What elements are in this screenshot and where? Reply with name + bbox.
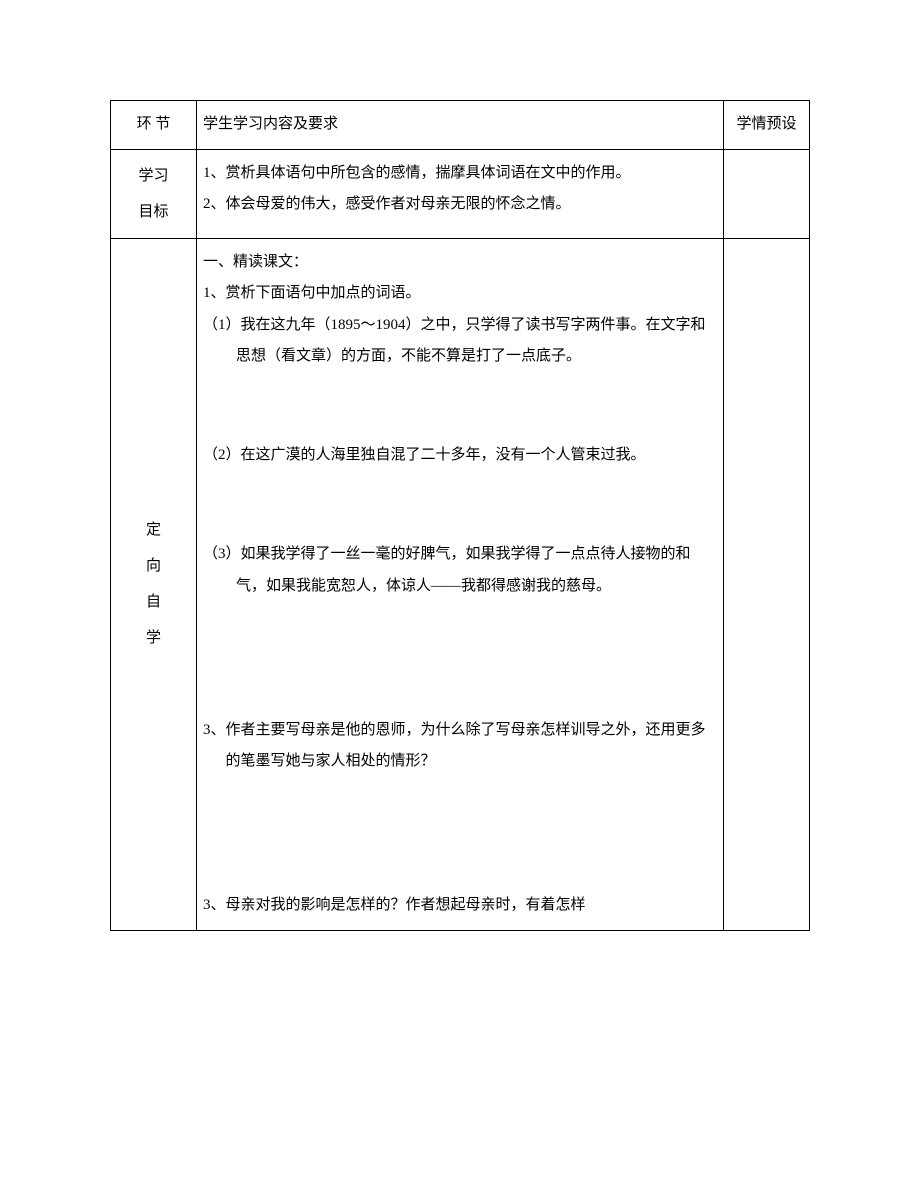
objectives-label: 学习 目标 xyxy=(117,158,190,230)
header-col2: 学生学习内容及要求 xyxy=(197,101,724,150)
spacer xyxy=(203,373,717,441)
header-col2-text: 学生学习内容及要求 xyxy=(203,116,338,132)
objectives-label-1: 学习 xyxy=(138,158,168,194)
spacer xyxy=(203,778,717,891)
selfstudy-preset-cell xyxy=(724,238,810,930)
header-col1: 环 节 xyxy=(111,101,197,150)
selfstudy-row: 定 向 自 学 一、精读课文： 1、赏析下面语句中加点的词语。 （1）我在这九年… xyxy=(111,238,810,930)
objective-1: 1、赏析具体语句中所包含的感情，揣摩具体词语在文中的作用。 xyxy=(203,158,717,190)
selfstudy-content-cell: 一、精读课文： 1、赏析下面语句中加点的词语。 （1）我在这九年（1895～19… xyxy=(197,238,724,930)
question-1a: （1）我在这九年（1895～1904）之中，只学得了读书写字两件事。在文字和思想… xyxy=(203,310,717,373)
header-col3-text: 学情预设 xyxy=(736,116,796,132)
objectives-preset-cell xyxy=(724,149,810,238)
header-col1-text: 环 节 xyxy=(137,116,171,132)
lesson-table: 环 节 学生学习内容及要求 学情预设 学习 目标 1、赏析具体语句中所包含的感情… xyxy=(110,100,810,931)
selfstudy-label-4: 学 xyxy=(146,620,161,656)
selfstudy-label: 定 向 自 学 xyxy=(117,512,190,656)
spacer xyxy=(203,602,717,715)
header-col3: 学情预设 xyxy=(724,101,810,150)
question-1b: （2）在这广漠的人海里独自混了二十多年，没有一个人管束过我。 xyxy=(203,440,717,472)
objectives-label-cell: 学习 目标 xyxy=(111,149,197,238)
question-3b: 3、母亲对我的影响是怎样的？作者想起母亲时，有着怎样 xyxy=(203,890,717,922)
selfstudy-label-3: 自 xyxy=(146,584,161,620)
selfstudy-label-cell: 定 向 自 学 xyxy=(111,238,197,930)
header-row: 环 节 学生学习内容及要求 学情预设 xyxy=(111,101,810,150)
section1-title: 一、精读课文： xyxy=(203,247,717,279)
objectives-label-2: 目标 xyxy=(138,194,168,230)
spacer xyxy=(203,472,717,540)
objectives-content: 1、赏析具体语句中所包含的感情，揣摩具体词语在文中的作用。 2、体会母爱的伟大，… xyxy=(203,158,717,221)
selfstudy-label-1: 定 xyxy=(146,512,161,548)
question-1: 1、赏析下面语句中加点的词语。 xyxy=(203,278,717,310)
objectives-content-cell: 1、赏析具体语句中所包含的感情，揣摩具体词语在文中的作用。 2、体会母爱的伟大，… xyxy=(197,149,724,238)
selfstudy-content: 一、精读课文： 1、赏析下面语句中加点的词语。 （1）我在这九年（1895～19… xyxy=(203,247,717,922)
question-1c: （3）如果我学得了一丝一毫的好脾气，如果我学得了一点点待人接物的和气，如果我能宽… xyxy=(203,539,717,602)
objectives-row: 学习 目标 1、赏析具体语句中所包含的感情，揣摩具体词语在文中的作用。 2、体会… xyxy=(111,149,810,238)
question-3-text: 3、作者主要写母亲是他的恩师，为什么除了写母亲怎样训导之外，还用更多的笔墨写她与… xyxy=(203,715,717,778)
objective-2: 2、体会母爱的伟大，感受作者对母亲无限的怀念之情。 xyxy=(203,189,717,221)
document-page: 环 节 学生学习内容及要求 学情预设 学习 目标 1、赏析具体语句中所包含的感情… xyxy=(0,0,920,1192)
selfstudy-label-2: 向 xyxy=(146,548,161,584)
question-3: 3、作者主要写母亲是他的恩师，为什么除了写母亲怎样训导之外，还用更多的笔墨写她与… xyxy=(203,715,717,778)
